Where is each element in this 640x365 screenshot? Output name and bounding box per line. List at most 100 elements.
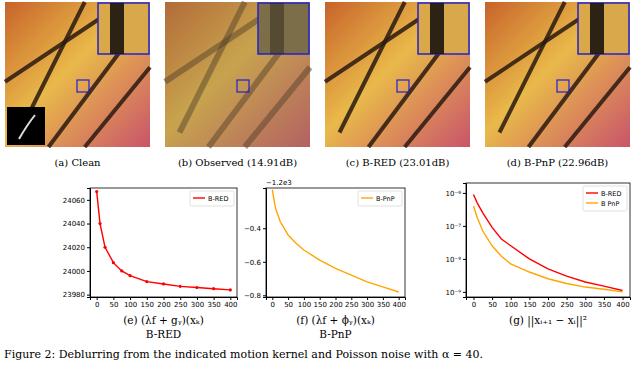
tick-mark bbox=[288, 297, 289, 300]
chart: 0501001502002503003504002398024000240202… bbox=[63, 188, 238, 340]
tick: 200 bbox=[157, 297, 170, 309]
chart-caption: (e) (λf + gᵧ)(xₖ) bbox=[123, 314, 204, 326]
marker bbox=[95, 190, 98, 193]
tick-label: 150 bbox=[523, 301, 536, 309]
legend-label: B-RED bbox=[601, 190, 621, 198]
plot-frame bbox=[266, 188, 405, 297]
tick-label: 250 bbox=[174, 301, 187, 309]
tick-mark bbox=[263, 295, 266, 296]
tick-label: 50 bbox=[488, 301, 497, 309]
tick-mark bbox=[351, 297, 352, 300]
tick-label: 24020 bbox=[63, 244, 85, 252]
tick: 300 bbox=[579, 297, 592, 309]
legend: B-RED bbox=[190, 191, 234, 206]
image-panel bbox=[325, 2, 470, 147]
image bbox=[165, 2, 310, 147]
tick-label: 300 bbox=[361, 301, 374, 309]
tick-mark bbox=[463, 259, 466, 260]
image-caption: (d) B-PnP (22.96dB) bbox=[507, 157, 609, 168]
tick-label: 300 bbox=[579, 301, 592, 309]
tick-label: 10⁻⁷ bbox=[446, 223, 462, 231]
image-panel bbox=[165, 2, 310, 147]
tick: 24020 bbox=[63, 244, 90, 252]
legend-swatch bbox=[586, 192, 598, 193]
legend-swatch bbox=[193, 197, 205, 198]
tick-mark bbox=[130, 297, 131, 300]
tick: −0.6 bbox=[244, 259, 266, 267]
legend: B-PnP bbox=[358, 191, 402, 206]
tick: 24060 bbox=[63, 197, 90, 205]
tick-mark bbox=[263, 262, 266, 263]
y-axis: 2398024000240202404024060 bbox=[63, 189, 91, 300]
tick: 350 bbox=[598, 297, 611, 309]
tick-label: 200 bbox=[542, 301, 555, 309]
figure: (a) Clean(b) Observed (14.91dB)(c) B-RED… bbox=[0, 0, 640, 365]
chart-caption: (g) ||xᵢ₊₁ − xᵢ||² bbox=[509, 314, 587, 328]
tick-mark bbox=[230, 297, 231, 300]
chart-subcaption: B-PnP bbox=[319, 328, 351, 340]
tick-label: 50 bbox=[109, 301, 118, 309]
tick-label: 100 bbox=[124, 301, 137, 309]
tick: 150 bbox=[141, 297, 154, 309]
legend-label: B-RED bbox=[208, 195, 228, 203]
tick-label: 400 bbox=[392, 301, 405, 309]
legend-label: B PnP bbox=[601, 200, 619, 208]
legend-box bbox=[583, 186, 627, 211]
tick: 300 bbox=[361, 297, 374, 309]
tick: 0 bbox=[95, 297, 99, 309]
image-detail bbox=[85, 67, 150, 147]
figure-caption: Figure 2: Deblurring from the indicated … bbox=[4, 348, 483, 361]
image-caption: (b) Observed (14.91dB) bbox=[178, 157, 297, 168]
image-zoom-box bbox=[397, 80, 409, 92]
tick: 250 bbox=[174, 297, 187, 309]
tick-mark bbox=[320, 297, 321, 300]
image-detail bbox=[565, 67, 630, 147]
marker bbox=[179, 285, 182, 288]
tick-mark bbox=[97, 297, 98, 300]
tick-label: 100 bbox=[505, 301, 518, 309]
x-axis: 050100150200250300350400 bbox=[467, 297, 631, 309]
legend-box bbox=[358, 191, 402, 206]
tick-mark bbox=[197, 297, 198, 300]
tick: 10⁻⁶ bbox=[446, 190, 466, 198]
tick-mark bbox=[604, 297, 605, 300]
tick: 150 bbox=[523, 297, 536, 309]
axis-offset: −1.2e3 bbox=[266, 179, 292, 187]
axis-line bbox=[467, 298, 631, 301]
axis-line bbox=[267, 298, 406, 301]
tick-mark bbox=[336, 297, 337, 300]
image-zoom-box bbox=[237, 80, 249, 92]
tick-label: 24040 bbox=[63, 220, 85, 228]
tick-label: 10⁻⁹ bbox=[446, 289, 462, 297]
marker bbox=[162, 282, 165, 285]
image-panel bbox=[5, 2, 150, 147]
chart: 050100150200250300350400−0.8−0.6−0.4−1.2… bbox=[244, 179, 406, 340]
marker bbox=[128, 274, 131, 277]
marker bbox=[120, 269, 123, 272]
tick: 350 bbox=[377, 297, 390, 309]
chart-subcaption: B-RED bbox=[146, 328, 181, 340]
image bbox=[325, 2, 470, 147]
image-inset bbox=[418, 3, 469, 54]
image-inset-detail bbox=[270, 3, 284, 54]
tick: 100 bbox=[124, 297, 137, 309]
tick-mark bbox=[180, 297, 181, 300]
marker bbox=[212, 287, 215, 290]
marker bbox=[229, 288, 232, 291]
tick-mark bbox=[87, 271, 90, 272]
tick: 150 bbox=[314, 297, 327, 309]
tick-label: 0 bbox=[95, 301, 99, 309]
tick-label: −0.6 bbox=[244, 259, 262, 267]
plot-frame bbox=[90, 188, 237, 297]
axis-line bbox=[263, 189, 267, 298]
tick-mark bbox=[473, 297, 474, 300]
marker bbox=[103, 246, 106, 249]
tick-mark bbox=[463, 292, 466, 293]
legend: B-RED B PnP bbox=[583, 186, 627, 211]
marker bbox=[98, 222, 101, 225]
tick-mark bbox=[623, 297, 624, 300]
tick: 0 bbox=[271, 297, 275, 309]
tick: 10⁻⁸ bbox=[446, 256, 466, 264]
tick: 250 bbox=[345, 297, 358, 309]
tick-mark bbox=[492, 297, 493, 300]
